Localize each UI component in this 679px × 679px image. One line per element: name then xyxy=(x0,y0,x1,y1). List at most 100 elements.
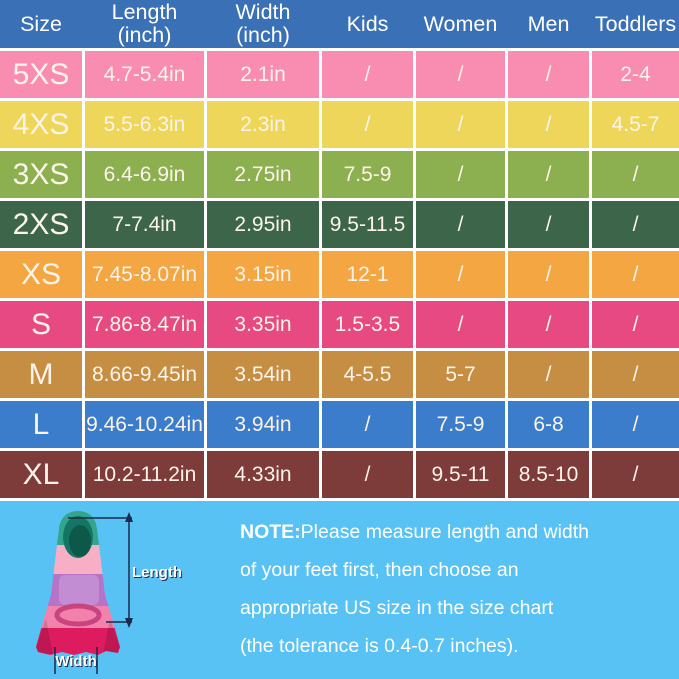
header-label: Toddlers xyxy=(594,11,677,36)
table-row-m: M 8.66-9.45in 3.54in 4-5.5 5-7 / / xyxy=(0,351,679,398)
toddlers-cell: 2-4 xyxy=(592,51,679,98)
table-row-xl: XL 10.2-11.2in 4.33in / 9.5-11 8.5-10 / xyxy=(0,451,679,498)
column-header-length: Length (inch) xyxy=(85,0,204,48)
men-cell: 8.5-10 xyxy=(508,451,589,498)
length-cell: 5.5-6.3in xyxy=(85,101,204,148)
length-cell: 10.2-11.2in xyxy=(85,451,204,498)
women-cell: / xyxy=(416,101,505,148)
men-cell: / xyxy=(508,251,589,298)
header-label: Kids xyxy=(346,11,389,36)
men-cell: 6-8 xyxy=(508,401,589,448)
size-cell: S xyxy=(0,301,82,348)
size-cell: XS xyxy=(0,251,82,298)
note-line: of your feet first, then choose an xyxy=(240,559,519,581)
size-cell: M xyxy=(0,351,82,398)
fin-illustration xyxy=(36,511,120,655)
note-text: NOTE:Please measure length and width of … xyxy=(240,513,589,665)
kids-cell: 1.5-3.5 xyxy=(322,301,413,348)
column-header-size: Size xyxy=(0,0,82,48)
fin-band-pink xyxy=(36,606,120,628)
arrow-down-icon xyxy=(125,618,133,628)
toddlers-cell: / xyxy=(592,301,679,348)
header-label-sub: (inch) xyxy=(236,23,290,47)
kids-cell: 9.5-11.5 xyxy=(322,201,413,248)
table-row-s: S 7.86-8.47in 3.35in 1.5-3.5 / / / xyxy=(0,301,679,348)
length-label: Length xyxy=(132,564,182,581)
width-cell: 3.94in xyxy=(207,401,319,448)
kids-cell: / xyxy=(322,51,413,98)
toddlers-cell: / xyxy=(592,151,679,198)
fin-band-teal xyxy=(36,511,120,545)
footer-panel: Length Length Width Width NOTE:Please me… xyxy=(0,501,679,679)
women-cell: / xyxy=(416,251,505,298)
toddlers-cell: / xyxy=(592,251,679,298)
women-cell: / xyxy=(416,301,505,348)
size-cell: 2XS xyxy=(0,201,82,248)
length-cell: 7-7.4in xyxy=(85,201,204,248)
table-row-2xs: 2XS 7-7.4in 2.95in 9.5-11.5 / / / xyxy=(0,201,679,248)
table-row-4xs: 4XS 5.5-6.3in 2.3in / / / 4.5-7 xyxy=(0,101,679,148)
note-line: NOTE:Please measure length and width xyxy=(240,513,589,551)
width-label: Width xyxy=(55,653,97,670)
men-cell: / xyxy=(508,351,589,398)
toddlers-cell: 4.5-7 xyxy=(592,101,679,148)
length-cell: 7.86-8.47in xyxy=(85,301,204,348)
header-label: Size xyxy=(20,11,62,36)
column-header-toddlers: Toddlers xyxy=(592,0,679,48)
table-row-5xs: 5XS 4.7-5.4in 2.1in / / / 2-4 xyxy=(0,51,679,98)
length-cell: 7.45-8.07in xyxy=(85,251,204,298)
fin-toe-opening xyxy=(63,516,93,558)
column-header-width: Width (inch) xyxy=(207,0,319,48)
note-line-text: Please measure length and width xyxy=(300,521,590,543)
fin-left-flare-shadow xyxy=(36,619,53,654)
size-cell: 5XS xyxy=(0,51,82,98)
fin-foot-pocket-highlight xyxy=(59,575,99,605)
fin-band-crimson xyxy=(36,628,120,655)
size-cell: XL xyxy=(0,451,82,498)
length-cell: 9.46-10.24in xyxy=(85,401,204,448)
length-cell: 4.7-5.4in xyxy=(85,51,204,98)
arrow-up-icon xyxy=(125,512,133,522)
width-cell: 3.15in xyxy=(207,251,319,298)
header-label: Length xyxy=(111,0,178,24)
width-cell: 3.35in xyxy=(207,301,319,348)
length-label-shadow: Length xyxy=(133,565,183,582)
women-cell: 7.5-9 xyxy=(416,401,505,448)
women-cell: / xyxy=(416,151,505,198)
kids-cell: / xyxy=(322,401,413,448)
toddlers-cell: / xyxy=(592,451,679,498)
fin-measurement-diagram: Length Length Width Width xyxy=(36,511,183,674)
table-header: Size Length (inch) Width (inch) Kids Women… xyxy=(0,0,679,48)
kids-cell: 7.5-9 xyxy=(322,151,413,198)
width-cell: 4.33in xyxy=(207,451,319,498)
column-header-men: Men xyxy=(508,0,589,48)
width-cell: 2.95in xyxy=(207,201,319,248)
men-cell: / xyxy=(508,151,589,198)
size-cell: 4XS xyxy=(0,101,82,148)
width-cell: 2.3in xyxy=(207,101,319,148)
width-cell: 2.75in xyxy=(207,151,319,198)
size-cell: L xyxy=(0,401,82,448)
size-chart-table: Size Length (inch) Width (inch) Kids Women… xyxy=(0,0,679,498)
kids-cell: 4-5.5 xyxy=(322,351,413,398)
size-cell: 3XS xyxy=(0,151,82,198)
header-label: Women xyxy=(423,11,498,36)
women-cell: 5-7 xyxy=(416,351,505,398)
women-cell: / xyxy=(416,201,505,248)
women-cell: 9.5-11 xyxy=(416,451,505,498)
column-header-kids: Kids xyxy=(322,0,413,48)
header-label: Width xyxy=(235,0,291,24)
kids-cell: / xyxy=(322,101,413,148)
header-label-sub: (inch) xyxy=(117,23,172,47)
kids-cell: 12-1 xyxy=(322,251,413,298)
men-cell: / xyxy=(508,51,589,98)
note-line: (the tolerance is 0.4-0.7 inches). xyxy=(240,635,519,657)
kids-cell: / xyxy=(322,451,413,498)
header-label: Men xyxy=(527,11,570,36)
table-row-3xs: 3XS 6.4-6.9in 2.75in 7.5-9 / / / xyxy=(0,151,679,198)
fin-toe-opening-shadow xyxy=(69,525,91,557)
men-cell: / xyxy=(508,201,589,248)
toddlers-cell: / xyxy=(592,401,679,448)
toddlers-cell: / xyxy=(592,351,679,398)
fin-heel-strap xyxy=(54,603,102,627)
